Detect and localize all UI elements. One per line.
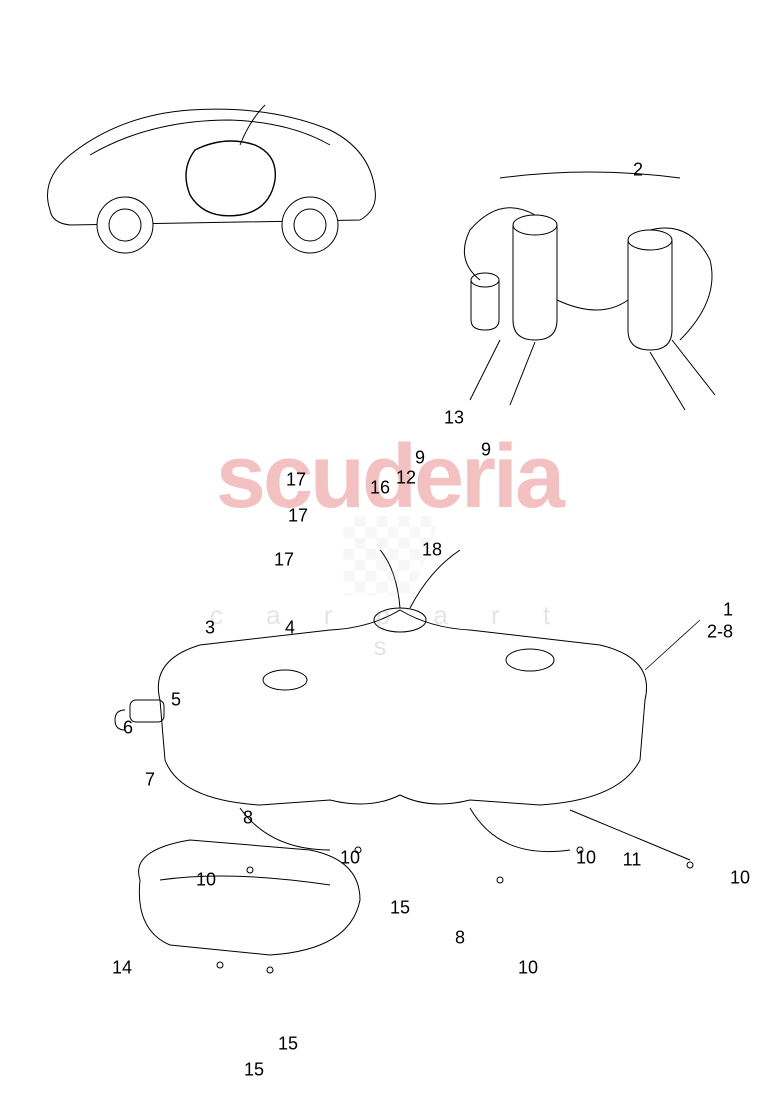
- diagram-stage: scuderia c a r p a r t s 12-823456788991…: [0, 0, 778, 1100]
- callout-label: 10: [196, 870, 216, 891]
- callout-label: 10: [576, 848, 596, 869]
- callout-label: 13: [444, 408, 464, 429]
- callout-label: 15: [390, 898, 410, 919]
- callout-label: 18: [422, 540, 442, 561]
- callout-label: 17: [274, 550, 294, 571]
- illustration-car-locator: [30, 60, 390, 280]
- callout-label: 7: [145, 770, 155, 791]
- callout-label: 10: [340, 848, 360, 869]
- callout-label: 8: [455, 928, 465, 949]
- callout-label: 10: [518, 958, 538, 979]
- callout-label: 10: [730, 868, 750, 889]
- callout-label: 6: [123, 718, 133, 739]
- callout-label: 2: [633, 160, 643, 181]
- callout-label: 17: [286, 470, 306, 491]
- callout-label: 8: [243, 808, 253, 829]
- callout-label: 4: [285, 618, 295, 639]
- callout-label: 2-8: [707, 622, 733, 643]
- callout-label: 14: [112, 958, 132, 979]
- callout-label: 9: [481, 440, 491, 461]
- callout-label: 17: [288, 506, 308, 527]
- callout-label: 9: [415, 448, 425, 469]
- callout-label: 5: [171, 690, 181, 711]
- callout-label: 3: [205, 618, 215, 639]
- callout-label: 15: [278, 1034, 298, 1055]
- callout-label: 16: [370, 478, 390, 499]
- callout-label: 1: [723, 600, 733, 621]
- illustration-fuel-pump: [440, 170, 740, 430]
- callout-label: 15: [244, 1060, 264, 1081]
- callout-label: 12: [396, 468, 416, 489]
- callout-label: 11: [623, 850, 642, 871]
